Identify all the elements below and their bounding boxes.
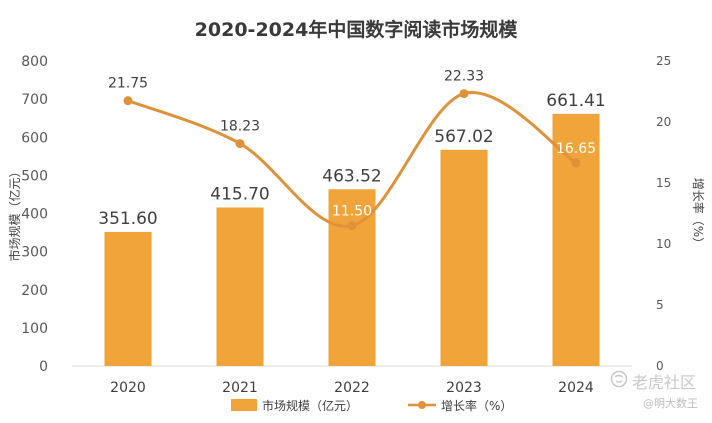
y2-axis-title: 增长率（%）	[691, 178, 706, 249]
y-tick-label: 800	[21, 54, 48, 70]
x-tick-label: 2024	[558, 380, 594, 396]
bar	[216, 207, 264, 366]
y-tick-label: 300	[21, 245, 48, 261]
y-axis-title: 市场规模（亿元）	[7, 165, 22, 261]
growth-rate-label: 22.33	[444, 69, 484, 85]
y-tick-label: 700	[21, 92, 48, 108]
watermark-brand: 老虎社区	[631, 373, 696, 392]
growth-rate-label: 21.75	[108, 76, 148, 92]
growth-rate-label: 18.23	[220, 119, 260, 135]
tiger-logo-icon	[610, 370, 628, 392]
growth-rate-point	[571, 158, 581, 168]
y-tick-label: 600	[21, 130, 48, 146]
x-tick-label: 2022	[334, 380, 370, 396]
bar	[328, 189, 376, 366]
bar-value-label: 415.70	[210, 185, 269, 205]
bar	[104, 231, 152, 366]
y2-tick-label: 25	[656, 54, 671, 68]
x-tick-label: 2021	[222, 380, 258, 396]
legend-bar-swatch	[231, 399, 257, 411]
y-tick-label: 400	[21, 207, 48, 223]
growth-rate-point	[459, 89, 469, 99]
y-tick-label: 0	[39, 359, 48, 375]
x-tick-label: 2020	[110, 380, 146, 396]
bar-value-label: 567.02	[434, 127, 493, 147]
x-tick-label: 2023	[446, 380, 482, 396]
growth-rate-point	[235, 139, 245, 149]
y-tick-label: 100	[21, 321, 48, 337]
bar-value-label: 351.60	[98, 209, 157, 229]
bar	[552, 113, 600, 367]
bar-value-label: 661.41	[546, 91, 605, 111]
watermark: 老虎社区	[610, 369, 696, 393]
growth-rate-label: 16.65	[556, 141, 596, 157]
growth-rate-line	[127, 91, 577, 228]
legend-line-marker	[418, 401, 426, 409]
y-tick-label: 200	[21, 283, 48, 299]
bar-value-label: 463.52	[322, 166, 381, 186]
growth-rate-point	[347, 221, 357, 231]
watermark-user: @明大数王	[643, 397, 698, 410]
y-tick-label: 500	[21, 168, 48, 184]
y2-tick-label: 15	[656, 176, 671, 190]
y2-tick-label: 10	[656, 237, 671, 251]
legend-bar-label: 市场规模（亿元）	[262, 398, 358, 413]
y2-tick-label: 5	[656, 298, 664, 312]
y2-tick-label: 0	[656, 359, 664, 373]
chart-title: 2020-2024年中国数字阅读市场规模	[195, 18, 519, 41]
legend-line-label: 增长率（%）	[441, 398, 512, 413]
y2-tick-label: 20	[656, 115, 671, 129]
growth-rate-label: 11.50	[332, 204, 372, 220]
bar	[440, 149, 488, 366]
growth-rate-point	[123, 96, 133, 106]
